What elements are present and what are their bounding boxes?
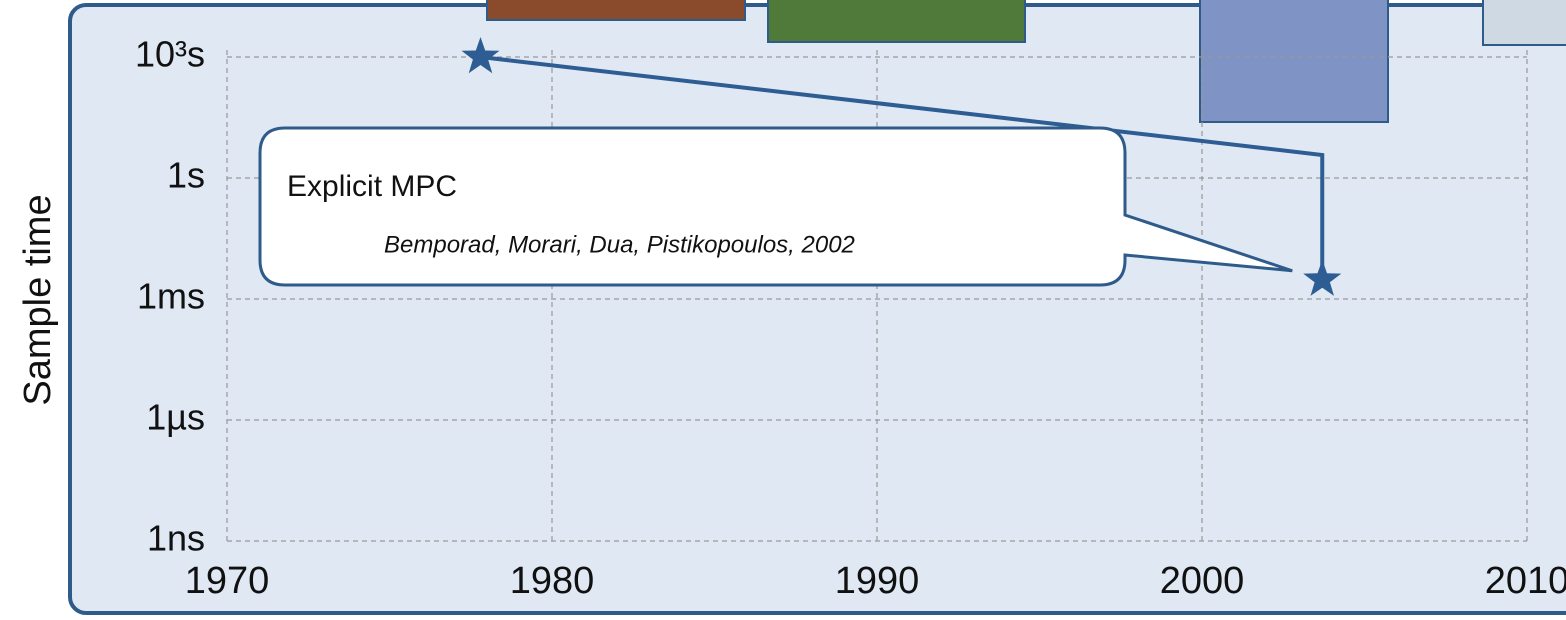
x-tick-label: 1980 <box>510 560 595 602</box>
y-tick-label: 1ns <box>147 518 205 559</box>
annotation-subtitle: Bemporad, Morari, Dua, Pistikopoulos, 20… <box>384 231 855 258</box>
y-tick-label: 1ms <box>137 276 205 317</box>
photo <box>1200 0 1388 122</box>
photo <box>1483 0 1566 45</box>
x-tick-label: 2010 <box>1485 560 1566 602</box>
y-tick-label: 10³s <box>135 34 205 75</box>
x-tick-label: 1970 <box>185 560 270 602</box>
y-tick-label: 1s <box>167 155 205 196</box>
y-axis-title: Sample time <box>17 194 59 405</box>
photo <box>768 0 1025 42</box>
annotation-title: Explicit MPC <box>287 170 457 203</box>
photo <box>487 0 745 20</box>
x-tick-label: 1990 <box>835 560 920 602</box>
y-tick-label: 1µs <box>146 397 205 438</box>
chart: Explicit MPC Bemporad, Morari, Dua, Pist… <box>0 0 1566 620</box>
x-tick-label: 2000 <box>1160 560 1245 602</box>
